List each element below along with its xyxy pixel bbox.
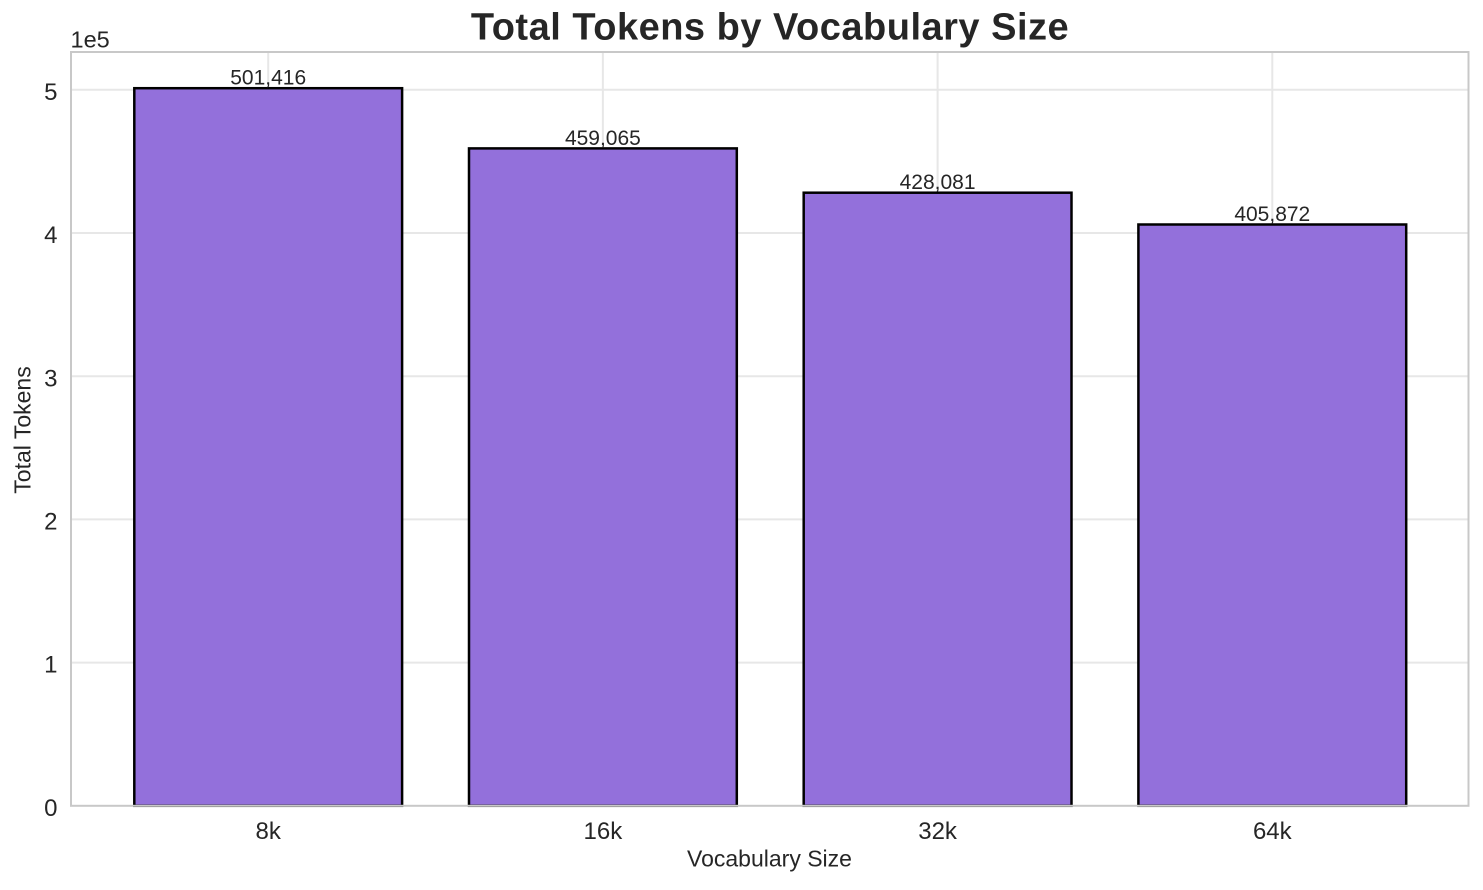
svg-text:428,081: 428,081: [900, 171, 976, 194]
svg-text:4: 4: [44, 222, 57, 249]
svg-text:64k: 64k: [1253, 818, 1293, 845]
svg-text:32k: 32k: [918, 818, 958, 845]
svg-text:1e5: 1e5: [71, 27, 110, 53]
svg-text:8k: 8k: [256, 818, 282, 845]
svg-text:Total Tokens by Vocabulary Siz: Total Tokens by Vocabulary Size: [471, 7, 1069, 49]
svg-text:2: 2: [44, 509, 57, 536]
svg-text:405,872: 405,872: [1234, 203, 1310, 226]
svg-text:1: 1: [44, 652, 57, 679]
svg-text:Total Tokens: Total Tokens: [10, 366, 36, 493]
svg-text:Vocabulary Size: Vocabulary Size: [687, 846, 852, 872]
svg-text:0: 0: [44, 795, 57, 822]
svg-text:501,416: 501,416: [230, 67, 306, 90]
svg-text:5: 5: [44, 79, 57, 106]
svg-text:459,065: 459,065: [565, 127, 641, 150]
svg-text:16k: 16k: [584, 818, 624, 845]
svg-text:3: 3: [44, 365, 57, 392]
